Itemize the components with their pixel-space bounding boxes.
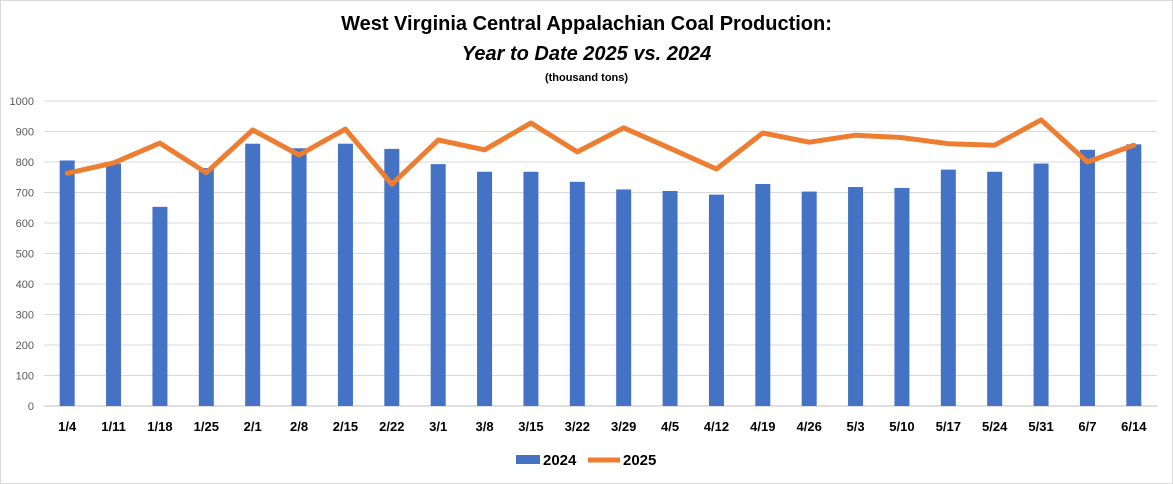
legend-swatch-2024 [516,455,540,464]
x-tick-label: 2/1 [244,419,262,434]
y-tick-label: 900 [16,127,34,139]
chart-subtitle: Year to Date 2025 vs. 2024 [461,43,712,65]
x-tick-label: 5/31 [1028,419,1053,434]
y-tick-label: 0 [28,401,34,413]
x-tick-label: 4/5 [661,419,679,434]
bar-2024 [152,206,168,406]
chart-title: West Virginia Central Appalachian Coal P… [341,13,832,35]
bar-2024 [291,148,307,406]
bar-2024 [106,163,122,406]
x-tick-label: 3/22 [565,419,590,434]
bar-2024 [801,191,817,406]
x-axis: 1/4 1/11 1/18 1/25 2/1 2/8 2/15 2/22 3/1 3/8 3/15 3… [58,419,1147,434]
bar-2024 [1033,163,1049,406]
x-tick-label: 3/1 [429,419,447,434]
x-tick-label: 6/7 [1078,419,1096,434]
bar-2024 [708,194,724,406]
legend: 2024 2025 [516,452,656,469]
x-tick-label: 4/19 [750,419,775,434]
y-tick-label: 700 [16,188,34,200]
x-tick-label: 1/18 [147,419,172,434]
x-tick-label: 2/15 [333,419,358,434]
x-tick-label: 2/8 [290,419,308,434]
bar-2024 [384,148,400,406]
x-tick-label: 5/3 [847,419,865,434]
chart-units: (thousand tons) [544,72,629,84]
x-tick-label: 4/26 [797,419,822,434]
y-tick-label: 200 [16,340,34,352]
y-tick-label: 500 [16,249,34,261]
bar-2024 [662,190,678,406]
x-tick-label: 5/17 [936,419,961,434]
line-2025 [64,117,1137,187]
x-tick-label: 3/8 [476,419,494,434]
x-tick-label: 1/25 [194,419,219,434]
x-tick-label: 1/11 [101,419,126,434]
bar-2024 [59,160,75,406]
x-tick-label: 5/10 [889,419,914,434]
y-tick-label: 100 [16,371,34,383]
bar-2024 [940,169,956,406]
bar-2024 [477,171,493,406]
bar-2024 [337,143,353,406]
bar-2024 [616,189,632,406]
y-tick-label: 800 [16,157,34,169]
x-tick-label: 2/22 [379,419,404,434]
bar-2024 [430,164,446,406]
bar-series-2024 [59,143,1142,407]
bar-2024 [523,171,539,406]
legend-label-2024: 2024 [543,452,577,469]
grid-lines [44,100,1157,407]
bar-2024 [245,143,261,406]
bar-2024 [198,168,214,406]
y-tick-label: 1000 [10,96,34,108]
bar-2024 [569,181,585,406]
y-tick-label: 400 [16,279,34,291]
x-tick-label: 3/29 [611,419,636,434]
x-tick-label: 6/14 [1121,419,1147,434]
x-tick-label: 4/12 [704,419,729,434]
legend-label-2025: 2025 [623,452,656,469]
bar-2024 [848,187,864,406]
x-tick-label: 3/15 [518,419,543,434]
bar-2024 [1079,149,1095,407]
x-tick-label: 5/24 [982,419,1008,434]
bar-2024 [1126,144,1142,406]
bar-2024 [894,187,910,406]
line-series-2025 [64,117,1137,187]
x-tick-label: 1/4 [58,419,77,434]
bar-2024 [755,183,771,406]
bar-2024 [987,171,1003,406]
y-tick-label: 300 [16,310,34,322]
y-axis: 0 100 200 300 400 500 600 700 800 900 1000 [10,96,34,413]
y-tick-label: 600 [16,218,34,230]
